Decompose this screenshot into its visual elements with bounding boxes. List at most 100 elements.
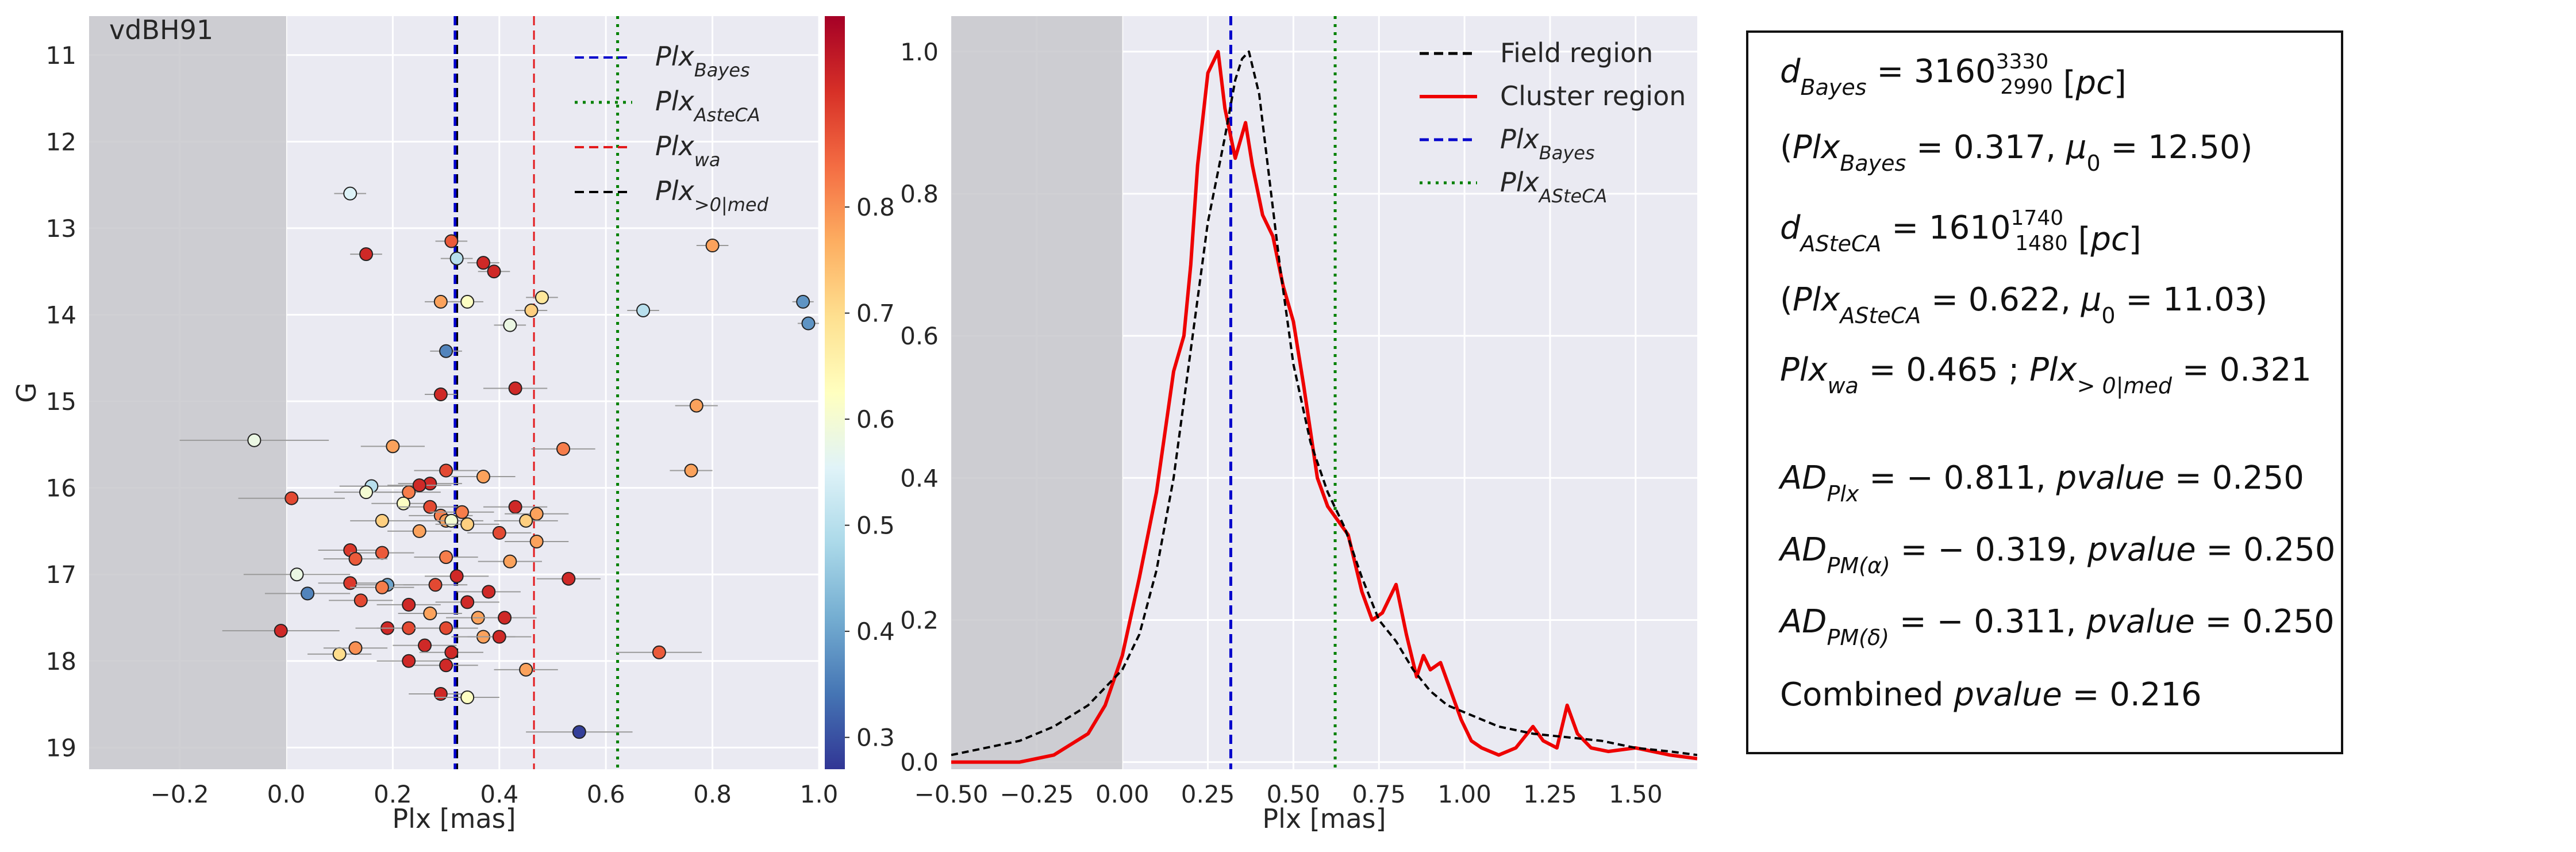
annotation-line: (PlxBayes​ = 0.317, μ0​ = 12.50) <box>1780 129 2252 176</box>
point-marker <box>386 439 400 454</box>
star-point <box>323 641 388 655</box>
x-tick-label: 0.8 <box>693 780 732 808</box>
annotation-line: ADPM(δ)​ = − 0.311, pvalue = 0.250 <box>1778 603 2335 650</box>
star-point <box>350 513 414 528</box>
y-tick-label: 14 <box>46 301 76 329</box>
colorbar-tick-label: 0.8 <box>856 193 895 221</box>
star-point <box>222 624 340 638</box>
point-marker <box>535 290 549 305</box>
star-point <box>792 294 814 309</box>
star-point <box>425 569 489 584</box>
star-point <box>472 611 537 625</box>
point-marker <box>444 645 459 659</box>
point-marker <box>572 725 586 739</box>
legend-entry: PlxBayes <box>1420 124 1595 164</box>
y-ticks-right: 0.0 0.2 0.4 0.6 0.8 1.0 <box>900 38 939 777</box>
star-point <box>536 571 601 586</box>
point-marker <box>519 662 533 677</box>
x-ticks-left: −0.2 0.0 0.2 0.4 0.6 0.8 1.0 <box>151 780 839 808</box>
star-point <box>478 264 510 279</box>
y-ticks-left: 11 12 13 14 15 16 17 18 19 <box>46 41 76 762</box>
annotation-line: (PlxASteCA​ = 0.622, μ0​ = 11.03) <box>1780 281 2267 328</box>
point-marker <box>455 505 469 519</box>
point-marker <box>460 294 475 309</box>
annotation-line: Plxwa​ = 0.465 ; Plx> 0|med​ = 0.321 <box>1780 351 2312 399</box>
x-ticks-right: −0.50 −0.25 0.00 0.25 0.50 0.75 1.00 1.25 1.50 <box>914 780 1663 808</box>
star-point <box>494 318 526 332</box>
star-point <box>483 381 548 396</box>
star-point <box>414 621 478 635</box>
point-marker <box>482 585 496 599</box>
point-marker <box>402 485 416 500</box>
star-point <box>505 534 569 548</box>
legend-entry: Cluster region <box>1420 80 1686 112</box>
point-marker <box>348 552 363 566</box>
x-tick-label: 1.50 <box>1609 780 1663 808</box>
star-point <box>414 550 478 565</box>
x-tick-label: 0.6 <box>587 780 625 808</box>
point-marker <box>428 578 443 592</box>
point-marker <box>492 525 506 540</box>
star-point <box>350 580 414 594</box>
star-point <box>387 524 452 538</box>
star-point <box>435 595 499 609</box>
point-marker <box>375 580 389 594</box>
colorbar-tick-label: 0.5 <box>856 512 895 540</box>
legend-entry: Plx>0|med <box>575 175 769 216</box>
point-marker <box>460 595 475 609</box>
point-marker <box>636 303 651 317</box>
legend-label: Cluster region <box>1500 80 1686 112</box>
point-marker <box>460 690 475 705</box>
point-marker <box>476 256 490 270</box>
point-marker <box>402 654 416 668</box>
point-marker <box>503 318 517 332</box>
shaded-negative-region-left <box>89 16 286 769</box>
star-point <box>467 256 499 270</box>
series-line <box>951 50 1697 757</box>
star-point <box>526 290 558 305</box>
x-axis-label-left: Plx [mas] <box>392 803 516 834</box>
point-marker <box>529 534 544 548</box>
star-point <box>696 239 729 253</box>
y-tick-label: 0.4 <box>900 464 939 492</box>
colorbar-ticks: 0.3 0.4 0.5 0.6 0.7 0.8 <box>845 193 895 752</box>
point-marker <box>519 513 533 528</box>
star-point <box>467 525 532 540</box>
y-tick-label: 13 <box>46 214 76 243</box>
legend-entry: Field region <box>1420 37 1653 68</box>
density-curves <box>951 49 1697 764</box>
point-marker <box>801 316 816 331</box>
annotation-frame <box>1746 30 2343 754</box>
star-point <box>675 398 718 413</box>
y-tick-label: 1.0 <box>900 38 939 66</box>
y-tick-label: 0.6 <box>900 322 939 350</box>
star-point <box>425 387 457 402</box>
point-marker <box>332 647 347 661</box>
star-point <box>398 606 462 620</box>
star-point <box>797 316 819 331</box>
star-point <box>505 506 569 521</box>
y-tick-label: 0.8 <box>900 180 939 208</box>
point-marker <box>247 433 262 447</box>
point-marker <box>562 571 576 586</box>
x-tick-label: 0.00 <box>1095 780 1149 808</box>
point-marker <box>375 513 389 528</box>
point-marker <box>412 524 426 538</box>
point-marker <box>375 546 389 560</box>
star-point <box>387 478 452 493</box>
legend-label: PlxASteCA <box>1500 167 1607 207</box>
star-point <box>376 654 441 668</box>
y-tick-label: 11 <box>46 41 76 70</box>
point-marker <box>684 463 698 478</box>
reference-lines-left <box>453 16 620 769</box>
star-point <box>376 597 441 612</box>
star-point <box>670 463 713 478</box>
y-tick-label: 16 <box>46 474 76 502</box>
star-point <box>435 690 499 705</box>
point-marker <box>529 506 544 521</box>
star-point <box>329 593 393 608</box>
colorbar-tick-label: 0.7 <box>856 300 895 328</box>
star-point <box>478 554 542 569</box>
